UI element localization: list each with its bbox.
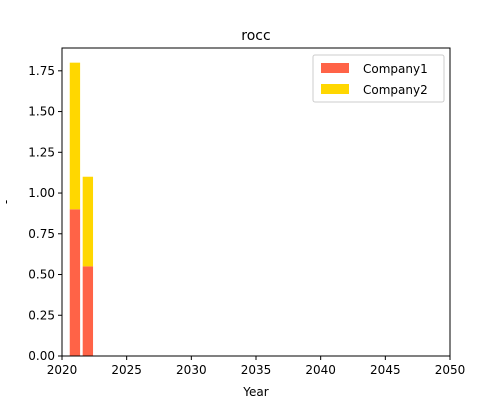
y-tick-label: 1.50 [28,105,55,119]
bar-2-2021 [69,62,81,210]
x-tick-label: 2025 [111,363,142,377]
x-axis-label: Year [242,385,268,399]
x-tick-label: 2050 [435,363,466,377]
bars-layer [69,62,94,356]
bar-2-2022 [82,176,94,267]
legend-swatch-1 [321,63,349,73]
legend-label-2: Company2 [363,83,428,97]
y-tick-label: 0.75 [28,227,55,241]
y-tick-label: 0.50 [28,268,55,282]
y-axis: 0.00 0.25 0.50 0.75 1.00 1.25 1.50 1.75 [28,64,62,363]
x-tick-label: 2045 [370,363,401,377]
x-tick-label: 2030 [176,363,207,377]
x-tick-label: 2020 [47,363,78,377]
x-axis: 2020 2025 2030 2035 2040 2045 2050 [47,356,466,377]
y-tick-label: 1.75 [28,64,55,78]
x-tick-label: 2035 [241,363,272,377]
y-tick-label: 1.25 [28,145,55,159]
y-axis-label: - [0,200,13,204]
legend: Company1 Company2 [312,54,445,103]
bar-1-2021 [69,209,81,356]
y-tick-label: 1.00 [28,186,55,200]
y-tick-label: 0.25 [28,308,55,322]
bar-1-2022 [82,266,94,356]
legend-swatch-2 [321,84,349,94]
chart-title: rocc [241,28,270,44]
y-tick-label: 0.00 [28,349,55,363]
x-tick-label: 2040 [305,363,336,377]
legend-label-1: Company1 [363,62,428,76]
